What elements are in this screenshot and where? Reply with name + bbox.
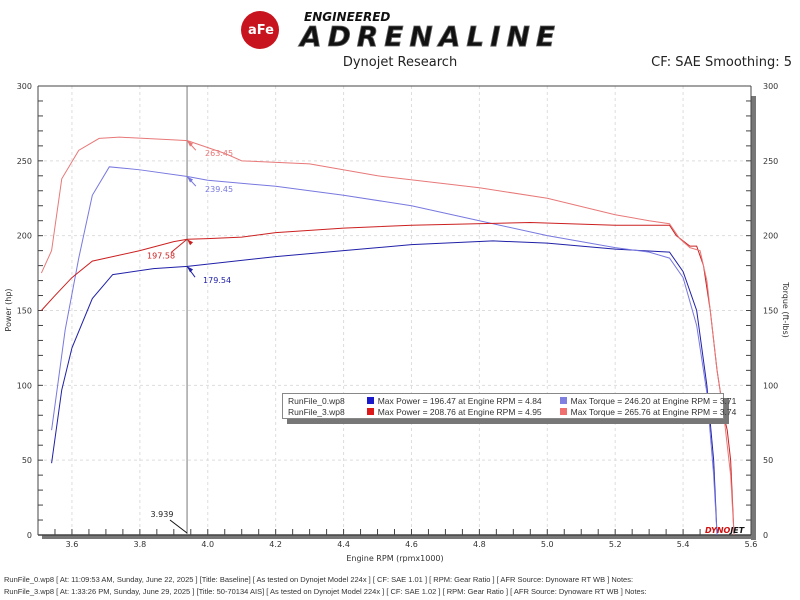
legend-run: RunFile_3.wp8	[288, 406, 345, 417]
dynojet-watermark: DYNOJET	[705, 526, 745, 535]
legend-torque: Max Torque = 246.20 at Engine RPM = 3.71	[570, 395, 737, 406]
x-tick-label: 5.2	[609, 540, 622, 549]
plot-shadow	[751, 96, 756, 540]
y-right-tick-label: 50	[763, 456, 773, 465]
series-line	[40, 136, 735, 536]
legend-torque: Max Torque = 265.76 at Engine RPM = 3.74	[570, 406, 737, 417]
x-tick-label: 3.6	[66, 540, 79, 549]
callout-arrowhead	[187, 239, 194, 246]
y-left-tick-label: 100	[17, 381, 32, 390]
legend-swatch	[559, 408, 567, 415]
callout-arrowhead	[187, 176, 194, 183]
y-left-tick-label: 300	[17, 82, 32, 91]
callout-value: 239.45	[205, 185, 233, 194]
callout-value: 179.54	[203, 276, 231, 285]
legend-swatch	[366, 408, 374, 415]
correction-factor-label: CF: SAE Smoothing: 5	[651, 55, 792, 70]
series-line	[51, 240, 718, 536]
x-axis-label: Engine RPM (rpmx1000)	[346, 554, 443, 563]
run-info-0: RunFile_0.wp8 [ At: 11:09:53 AM, Sunday,…	[4, 575, 634, 584]
y-left-tick-label: 0	[27, 531, 32, 540]
chart-subtitle: Dynojet Research	[342, 55, 458, 70]
dyno-chart: 3.6 3.8 4.0 4.2 4.4 4.6 4.8 5.0 5.2 5.4 5.6 0 0 50 50 1…	[4, 82, 790, 563]
y-left-tick-label: 200	[17, 232, 32, 241]
y-right-tick-label: 150	[763, 307, 778, 316]
x-tick-label: 3.8	[133, 540, 146, 549]
afe-logo: aFe ENGINEERED ADRENALINE	[241, 10, 555, 50]
legend-run: RunFile_0.wp8	[288, 395, 345, 406]
chart-legend: RunFile_0.wp8 Max Power = 196.47 at Engi…	[282, 393, 736, 419]
y-axis-right-label: Torque (ft-lbs)	[781, 281, 790, 338]
x-tick-label: 4.0	[201, 540, 214, 549]
x-tick-label: 4.4	[337, 540, 350, 549]
cursor-arrow	[169, 519, 188, 534]
run-info-3: RunFile_3.wp8 [ At: 1:33:26 PM, Sunday, …	[4, 587, 647, 596]
svg-text:ADRENALINE: ADRENALINE	[298, 20, 555, 50]
callout-arrowhead	[187, 140, 194, 147]
callout-arrowhead	[187, 266, 194, 273]
svg-text:aFe: aFe	[248, 23, 274, 38]
legend-power: Max Power = 208.76 at Engine RPM = 4.95	[377, 406, 542, 417]
x-tick-label: 5.6	[745, 540, 758, 549]
legend-power: Max Power = 196.47 at Engine RPM = 4.84	[377, 395, 542, 406]
legend-row: RunFile_0.wp8 Max Power = 196.47 at Engi…	[288, 395, 736, 406]
plot-shadow	[42, 535, 755, 539]
y-right-tick-label: 0	[763, 531, 768, 540]
y-right-tick-label: 100	[763, 381, 778, 390]
legend-swatch	[559, 397, 567, 404]
series-line	[51, 166, 718, 536]
y-left-tick-label: 50	[22, 456, 32, 465]
x-tick-label: 5.0	[541, 540, 554, 549]
legend-swatch	[366, 397, 374, 404]
x-tick-label: 5.4	[677, 540, 690, 549]
callout-arrow	[170, 238, 188, 253]
y-axis-left-label: Power (hp)	[4, 288, 13, 331]
x-tick-label: 4.2	[269, 540, 282, 549]
callout-value: 263.45	[205, 149, 233, 158]
callout-value: 197.58	[147, 251, 175, 260]
y-left-tick-label: 250	[17, 157, 32, 166]
legend-row: RunFile_3.wp8 Max Power = 208.76 at Engi…	[288, 406, 736, 417]
cursor-label: 3.939	[151, 510, 174, 519]
x-tick-label: 4.8	[473, 540, 486, 549]
y-right-tick-label: 300	[763, 82, 778, 91]
y-right-tick-label: 250	[763, 157, 778, 166]
svg-text:ENGINEERED: ENGINEERED	[304, 10, 390, 24]
y-left-tick-label: 150	[17, 307, 32, 316]
x-tick-label: 4.6	[405, 540, 418, 549]
y-right-tick-label: 200	[763, 232, 778, 241]
